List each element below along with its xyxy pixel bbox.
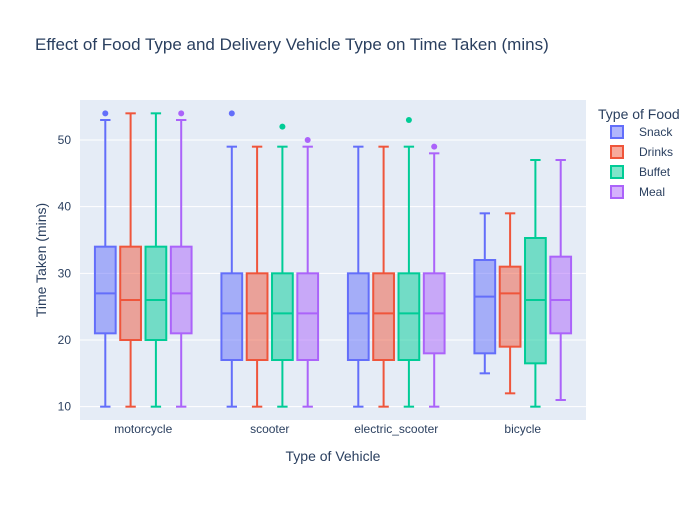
legend-swatch (610, 145, 624, 159)
y-tick-label: 10 (58, 400, 72, 414)
legend-title: Type of Food (598, 106, 680, 122)
box-buffet-scooter[interactable] (271, 123, 294, 408)
legend-item-buffet[interactable]: Buffet (610, 165, 671, 179)
outlier-point (431, 143, 438, 150)
box-snack-bicycle[interactable] (473, 212, 497, 375)
y-tick-label: 20 (58, 333, 72, 347)
chart-title: Effect of Food Type and Delivery Vehicle… (35, 35, 549, 54)
box-snack-scooter[interactable] (220, 110, 244, 408)
iqr-box (473, 259, 497, 355)
iqr-box (397, 272, 421, 362)
iqr-box (372, 272, 395, 362)
box-snack-electric-scooter[interactable] (346, 145, 370, 408)
box-buffet-electric-scooter[interactable] (397, 117, 421, 408)
y-tick-label: 40 (58, 200, 72, 214)
x-tick-label-scooter: scooter (250, 422, 289, 436)
iqr-box (296, 272, 320, 362)
iqr-box (169, 245, 193, 335)
outlier-point (178, 110, 185, 117)
plot-layer: 10 20 30 40 50 motorcycle scooter electric_scoo… (58, 100, 586, 436)
y-axis-title: Time Taken (mins) (33, 203, 49, 317)
box-meal-electric-scooter[interactable] (422, 143, 446, 408)
outlier-point (228, 110, 235, 117)
legend-label: Snack (639, 125, 673, 139)
iqr-box (549, 255, 573, 335)
x-tick-label-motorcycle: motorcycle (114, 422, 172, 436)
iqr-box (245, 272, 269, 362)
y-tick-label: 30 (58, 266, 72, 280)
iqr-box (346, 272, 370, 362)
iqr-box (220, 272, 244, 362)
outlier-point (279, 123, 286, 130)
box-snack-motorcycle[interactable] (93, 110, 117, 408)
box-drinks-scooter[interactable] (245, 145, 269, 408)
box-buffet-motorcycle[interactable] (144, 112, 168, 408)
box-drinks-bicycle[interactable] (498, 212, 522, 395)
legend-swatch (610, 165, 624, 179)
x-tick-label-bicycle: bicycle (504, 422, 541, 436)
box-drinks-electric-scooter[interactable] (372, 145, 395, 408)
iqr-box (119, 245, 142, 342)
outlier-point (405, 117, 412, 123)
box-meal-motorcycle[interactable] (169, 110, 193, 408)
iqr-box (93, 245, 117, 335)
legend-swatch (610, 125, 624, 139)
legend-label: Meal (639, 185, 665, 199)
y-tick-label: 50 (58, 133, 72, 147)
iqr-box (271, 272, 294, 362)
x-axis-title: Type of Vehicle (286, 448, 381, 464)
legend-label: Drinks (639, 145, 673, 159)
outlier-point (304, 137, 311, 143)
legend-swatch (610, 185, 624, 199)
iqr-box (498, 265, 522, 348)
legend-label: Buffet (639, 165, 671, 179)
box-meal-bicycle[interactable] (549, 159, 573, 401)
box-drinks-motorcycle[interactable] (119, 112, 142, 408)
x-tick-label-electric-scooter: electric_scooter (354, 422, 438, 436)
iqr-box (144, 245, 168, 342)
legend-item-snack[interactable]: Snack (610, 125, 673, 139)
outlier-point (102, 110, 109, 117)
legend-item-drinks[interactable]: Drinks (610, 145, 673, 159)
box-meal-scooter[interactable] (296, 137, 320, 408)
box-buffet-bicycle[interactable] (524, 159, 547, 408)
legend-item-meal[interactable]: Meal (610, 185, 665, 199)
